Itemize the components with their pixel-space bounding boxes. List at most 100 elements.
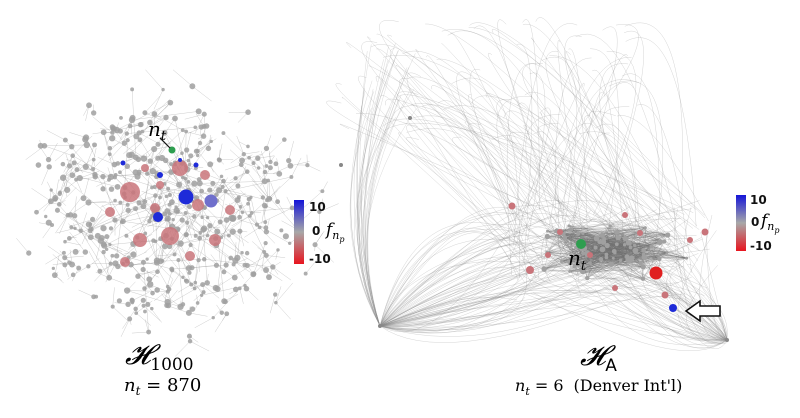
left-node	[114, 173, 118, 177]
left-node	[247, 156, 251, 160]
left-edge	[271, 199, 298, 230]
left-node	[202, 112, 207, 117]
left-node	[62, 262, 67, 267]
left-graph-title: 𝓗1000	[125, 338, 194, 375]
left-edge	[56, 228, 75, 233]
left-node	[184, 147, 189, 152]
left-node	[99, 235, 105, 241]
right-node	[633, 244, 636, 247]
right-node	[685, 257, 688, 260]
left-node	[170, 268, 174, 272]
right-arc	[416, 49, 571, 261]
right-hub-node	[725, 338, 729, 342]
left-edge	[195, 114, 204, 133]
left-node	[82, 136, 88, 142]
left-node	[167, 287, 171, 291]
left-node-red	[225, 205, 235, 215]
left-node	[141, 155, 147, 161]
left-caption: nt = 870	[124, 375, 201, 398]
right-colorbar-max-label: 10	[750, 193, 767, 207]
left-node	[86, 102, 92, 108]
left-node	[52, 267, 55, 270]
left-node	[180, 151, 184, 155]
left-node	[196, 154, 199, 157]
left-edge	[244, 152, 260, 154]
left-node-blue	[121, 161, 126, 166]
left-node	[60, 175, 66, 181]
left-node	[124, 234, 128, 238]
left-node	[197, 180, 203, 186]
left-node	[108, 152, 112, 156]
right-arc	[411, 103, 523, 241]
right-node-red	[650, 267, 663, 280]
left-node	[223, 299, 228, 304]
left-node	[133, 206, 138, 211]
left-node	[62, 251, 66, 255]
left-node	[164, 303, 169, 308]
left-node	[257, 166, 260, 169]
left-node	[46, 157, 51, 162]
left-node	[288, 163, 294, 169]
left-node	[134, 311, 138, 315]
left-edge	[117, 103, 171, 130]
left-node	[50, 188, 53, 191]
left-edge	[215, 314, 227, 332]
left-node	[196, 258, 200, 262]
left-edge	[31, 188, 50, 201]
left-node	[38, 143, 44, 149]
left-node	[242, 152, 246, 156]
right-node-red	[545, 252, 551, 258]
left-node	[112, 217, 117, 222]
right-arc	[358, 76, 517, 253]
right-node-red	[702, 229, 709, 236]
left-node	[149, 217, 152, 220]
left-node-red	[156, 181, 164, 189]
left-node	[141, 130, 145, 134]
left-node	[312, 242, 317, 247]
left-node	[112, 260, 118, 266]
left-node	[185, 221, 189, 225]
left-node	[263, 267, 269, 273]
left-node	[221, 131, 225, 135]
left-node	[155, 156, 160, 161]
left-node	[166, 187, 170, 191]
right-node-red	[526, 266, 534, 274]
left-node	[67, 163, 72, 168]
left-node	[177, 227, 181, 231]
right-node	[650, 244, 654, 248]
left-node	[282, 137, 287, 142]
left-node	[190, 306, 195, 311]
left-node	[69, 144, 74, 149]
left-node	[184, 279, 189, 284]
left-edge	[273, 267, 291, 280]
left-node	[94, 295, 98, 299]
right-colorbar-min-label: -10	[750, 239, 772, 253]
left-node	[283, 233, 289, 239]
left-node	[252, 161, 256, 165]
left-node	[110, 254, 114, 258]
left-edge	[230, 172, 247, 181]
left-node-red	[161, 227, 179, 245]
left-node	[90, 217, 95, 222]
right-node	[629, 246, 633, 250]
left-node	[188, 153, 193, 158]
left-node	[171, 218, 174, 221]
left-node	[193, 125, 197, 129]
right-arc	[356, 113, 601, 238]
left-node	[145, 172, 149, 176]
left-node	[266, 274, 272, 280]
left-edge	[16, 238, 28, 253]
left-node	[243, 284, 246, 287]
left-node	[227, 234, 231, 238]
left-node	[155, 142, 160, 147]
left-node	[113, 199, 117, 203]
left-node	[163, 115, 168, 120]
left-node	[63, 240, 67, 244]
left-edge	[244, 227, 259, 237]
left-node	[289, 175, 293, 179]
left-node	[263, 170, 267, 174]
right-node	[608, 261, 614, 267]
left-node	[275, 199, 280, 204]
left-node	[122, 140, 127, 145]
